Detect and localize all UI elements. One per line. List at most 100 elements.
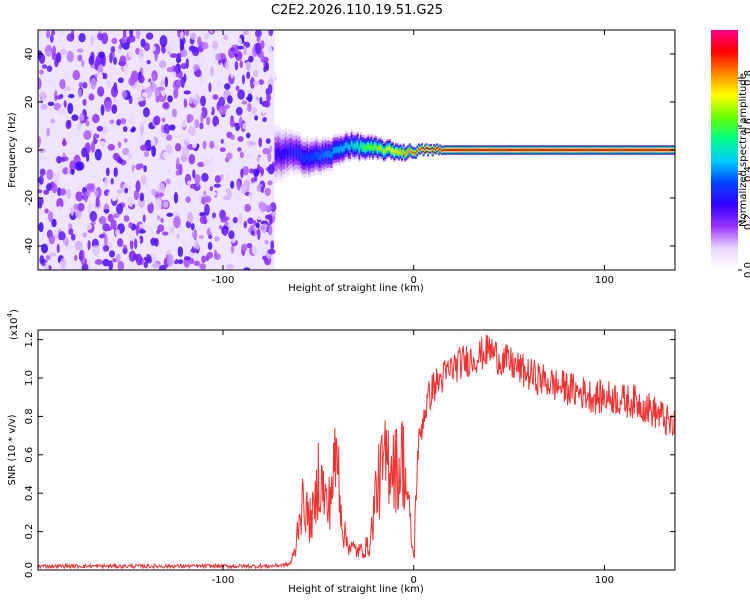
noise-blob xyxy=(98,234,105,239)
noise-blob xyxy=(122,246,128,255)
noise-blob xyxy=(266,45,273,56)
noise-blob xyxy=(147,202,154,214)
noise-blob xyxy=(96,125,104,132)
noise-blob xyxy=(100,32,109,45)
noise-blob xyxy=(48,252,57,257)
noise-blob xyxy=(212,94,219,100)
noise-blob xyxy=(258,79,265,85)
ridge-slice xyxy=(530,149,533,151)
noise-blob xyxy=(210,66,214,77)
noise-blob xyxy=(257,228,261,241)
ridge-slice xyxy=(285,146,288,156)
noise-blob xyxy=(84,199,89,211)
noise-blob xyxy=(97,64,104,75)
noise-blob xyxy=(190,32,197,40)
noise-blob xyxy=(212,212,217,219)
noise-blob xyxy=(67,166,71,177)
noise-blob xyxy=(266,93,271,102)
noise-blob xyxy=(176,233,180,240)
ridge-slice xyxy=(402,149,405,153)
ridge-slice xyxy=(419,148,422,151)
noise-blob xyxy=(208,82,212,93)
ridge-slice xyxy=(657,149,660,151)
ridge-slice xyxy=(634,149,637,151)
snr-y-tick-label: 0.8 xyxy=(24,408,35,424)
spectrogram-y-tick-label: -40 xyxy=(24,238,35,254)
noise-blob xyxy=(94,258,103,265)
noise-blob xyxy=(175,56,182,64)
ridge-slice xyxy=(520,149,523,151)
noise-blob xyxy=(271,70,277,80)
noise-blob xyxy=(213,145,220,150)
noise-blob xyxy=(225,152,233,160)
noise-blob xyxy=(163,123,170,135)
noise-blob xyxy=(184,244,188,251)
noise-blob xyxy=(255,96,260,101)
chart-title: C2E2.2026.110.19.51.G25 xyxy=(271,3,443,18)
snr-y-tick-label: 1.0 xyxy=(24,370,35,386)
noise-blob xyxy=(83,68,89,76)
ridge-slice xyxy=(497,149,500,151)
ridge-slice xyxy=(654,149,657,151)
noise-blob xyxy=(127,180,135,187)
noise-blob xyxy=(151,45,156,52)
ridge-slice xyxy=(280,150,283,162)
noise-blob xyxy=(68,228,74,235)
ridge-slice xyxy=(529,149,532,151)
noise-blob xyxy=(94,148,102,161)
ridge-slice xyxy=(448,149,451,151)
noise-blob xyxy=(145,177,150,189)
noise-blob xyxy=(38,148,46,154)
ridge-slice xyxy=(575,149,578,151)
noise-blob xyxy=(51,218,57,228)
ridge-slice xyxy=(343,145,346,152)
noise-blob xyxy=(143,165,147,173)
noise-blob xyxy=(38,182,41,189)
noise-blob xyxy=(174,142,182,152)
noise-blob xyxy=(63,156,69,162)
noise-blob xyxy=(178,163,183,176)
noise-blob xyxy=(237,45,244,50)
noise-blob xyxy=(213,60,218,65)
ridge-slice xyxy=(565,149,568,151)
noise-blob xyxy=(116,189,123,194)
ridge-slice xyxy=(355,143,358,149)
ridge-slice xyxy=(356,141,359,147)
noise-blob xyxy=(197,161,205,167)
ridge-slice xyxy=(335,146,338,154)
ridge-slice xyxy=(555,149,558,151)
noise-blob xyxy=(103,209,110,214)
ridge-slice xyxy=(277,146,280,158)
noise-blob xyxy=(38,31,42,38)
noise-blob xyxy=(41,64,48,69)
noise-blob xyxy=(212,40,219,50)
noise-blob xyxy=(246,242,253,249)
noise-blob xyxy=(87,201,92,214)
ridge-slice xyxy=(378,145,381,151)
noise-blob xyxy=(138,56,145,68)
noise-blob xyxy=(96,72,104,83)
ridge-slice xyxy=(567,149,570,151)
ridge-slice xyxy=(510,149,514,151)
noise-blob xyxy=(146,59,151,65)
noise-blob xyxy=(155,96,161,103)
snr-exponent-power: 4 xyxy=(6,312,14,317)
ridge-slice xyxy=(573,149,576,151)
noise-blob xyxy=(41,243,49,254)
spectrogram-y-tick-label: 0 xyxy=(24,147,35,153)
ridge-slice xyxy=(629,149,633,151)
noise-blob xyxy=(158,60,167,69)
noise-blob xyxy=(81,147,88,158)
ridge-slice xyxy=(311,153,314,161)
noise-blob xyxy=(44,208,49,214)
noise-blob xyxy=(56,205,64,212)
noise-blob xyxy=(111,51,115,59)
noise-blob xyxy=(199,212,207,217)
noise-blob xyxy=(157,224,165,232)
noise-blob xyxy=(175,79,182,88)
ridge-slice xyxy=(535,149,538,151)
noise-blob xyxy=(143,151,150,157)
ridge-slice xyxy=(584,149,587,151)
noise-blob xyxy=(97,140,106,147)
noise-blob xyxy=(232,216,238,224)
